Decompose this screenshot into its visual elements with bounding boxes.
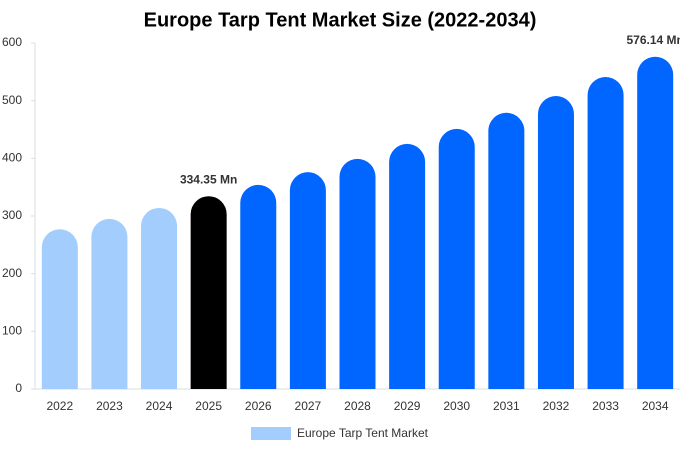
x-tick-label: 2031 bbox=[493, 399, 520, 413]
y-tick-label: 600 bbox=[2, 35, 22, 49]
bar bbox=[41, 229, 78, 389]
y-tick-label: 0 bbox=[15, 381, 22, 395]
y-tick-label: 200 bbox=[2, 266, 22, 280]
data-label: 334.35 Mn bbox=[180, 172, 237, 186]
bar bbox=[438, 128, 475, 389]
bar bbox=[587, 77, 624, 389]
x-tick-label: 2029 bbox=[394, 399, 421, 413]
data-label: 576.14 Mn bbox=[627, 33, 680, 47]
x-tick-label: 2030 bbox=[443, 399, 470, 413]
x-tick-label: 2033 bbox=[592, 399, 619, 413]
x-tick-label: 2025 bbox=[195, 399, 222, 413]
legend-label: Europe Tarp Tent Market bbox=[297, 426, 429, 440]
bar bbox=[339, 158, 376, 389]
x-tick-label: 2034 bbox=[642, 399, 669, 413]
bar bbox=[537, 96, 574, 389]
x-tick-label: 2027 bbox=[295, 399, 322, 413]
chart-title: Europe Tarp Tent Market Size (2022-2034) bbox=[144, 9, 537, 31]
bar bbox=[240, 184, 277, 389]
y-tick-label: 400 bbox=[2, 151, 22, 165]
y-tick-label: 100 bbox=[2, 324, 22, 338]
x-tick-label: 2032 bbox=[543, 399, 570, 413]
x-tick-label: 2028 bbox=[344, 399, 371, 413]
legend-swatch bbox=[251, 427, 291, 440]
x-tick-label: 2026 bbox=[245, 399, 272, 413]
bar bbox=[488, 112, 525, 390]
y-tick-label: 500 bbox=[2, 93, 22, 107]
bar bbox=[389, 143, 426, 389]
x-tick-label: 2023 bbox=[96, 399, 123, 413]
x-tick-label: 2024 bbox=[146, 399, 173, 413]
bar bbox=[289, 172, 326, 389]
x-tick-label: 2022 bbox=[46, 399, 73, 413]
y-tick-label: 300 bbox=[2, 208, 22, 222]
bar bbox=[141, 207, 178, 389]
bar bbox=[91, 218, 128, 389]
bar bbox=[637, 56, 674, 389]
bar bbox=[190, 196, 227, 389]
